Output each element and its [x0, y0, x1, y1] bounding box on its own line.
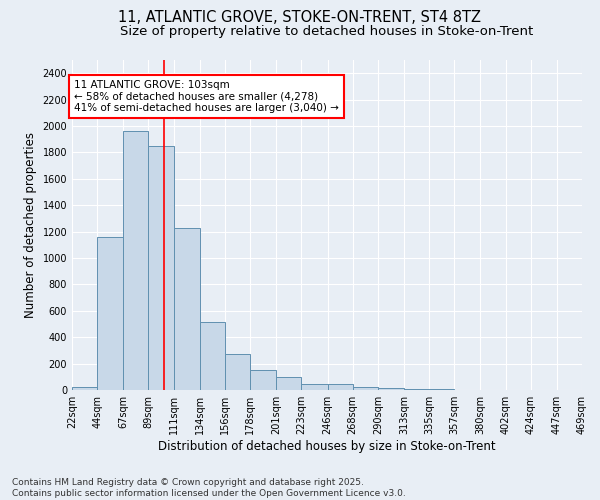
Text: 11, ATLANTIC GROVE, STOKE-ON-TRENT, ST4 8TZ: 11, ATLANTIC GROVE, STOKE-ON-TRENT, ST4 …: [119, 10, 482, 25]
Bar: [97, 237, 124, 390]
Y-axis label: Number of detached properties: Number of detached properties: [24, 132, 37, 318]
Bar: [378, 388, 404, 390]
X-axis label: Distribution of detached houses by size in Stoke-on-Trent: Distribution of detached houses by size …: [158, 440, 496, 453]
Bar: [173, 228, 200, 390]
Text: 11 ATLANTIC GROVE: 103sqm
← 58% of detached houses are smaller (4,278)
41% of se: 11 ATLANTIC GROVE: 103sqm ← 58% of detac…: [74, 80, 339, 113]
Bar: [353, 388, 378, 390]
Bar: [200, 322, 225, 390]
Bar: [301, 384, 328, 390]
Title: Size of property relative to detached houses in Stoke-on-Trent: Size of property relative to detached ho…: [121, 25, 533, 38]
Text: Contains HM Land Registry data © Crown copyright and database right 2025.
Contai: Contains HM Land Registry data © Crown c…: [12, 478, 406, 498]
Bar: [148, 146, 173, 390]
Bar: [225, 354, 250, 390]
Bar: [250, 370, 276, 390]
Bar: [404, 389, 429, 390]
Bar: [72, 386, 97, 390]
Bar: [276, 378, 301, 390]
Bar: [124, 132, 148, 390]
Bar: [328, 384, 353, 390]
